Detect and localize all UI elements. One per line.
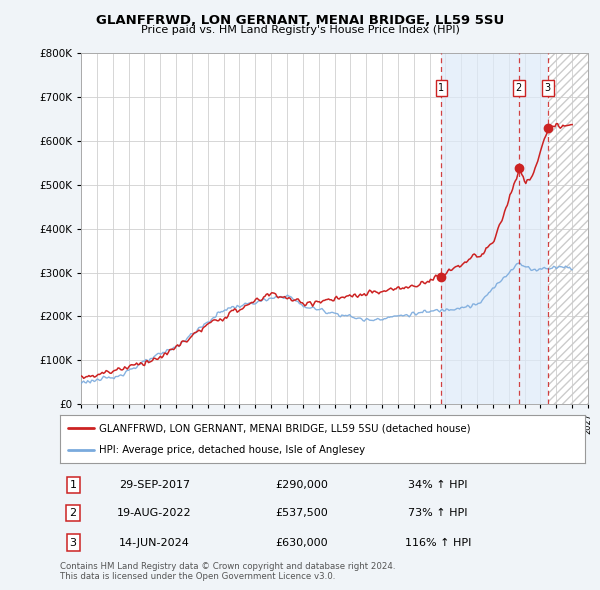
- Text: £537,500: £537,500: [275, 509, 328, 518]
- Text: Price paid vs. HM Land Registry's House Price Index (HPI): Price paid vs. HM Land Registry's House …: [140, 25, 460, 35]
- Text: 73% ↑ HPI: 73% ↑ HPI: [408, 509, 468, 518]
- Text: GLANFFRWD, LON GERNANT, MENAI BRIDGE, LL59 5SU: GLANFFRWD, LON GERNANT, MENAI BRIDGE, LL…: [96, 14, 504, 27]
- Text: 34% ↑ HPI: 34% ↑ HPI: [408, 480, 468, 490]
- Text: 2: 2: [70, 509, 77, 518]
- Text: 3: 3: [70, 537, 77, 548]
- Text: 29-SEP-2017: 29-SEP-2017: [119, 480, 190, 490]
- Text: 19-AUG-2022: 19-AUG-2022: [117, 509, 192, 518]
- Text: 116% ↑ HPI: 116% ↑ HPI: [405, 537, 471, 548]
- Text: Contains HM Land Registry data © Crown copyright and database right 2024.: Contains HM Land Registry data © Crown c…: [60, 562, 395, 571]
- Text: HPI: Average price, detached house, Isle of Anglesey: HPI: Average price, detached house, Isle…: [100, 445, 365, 455]
- Text: 1: 1: [70, 480, 77, 490]
- Text: 1: 1: [439, 83, 445, 93]
- Text: £630,000: £630,000: [275, 537, 328, 548]
- Text: This data is licensed under the Open Government Licence v3.0.: This data is licensed under the Open Gov…: [60, 572, 335, 581]
- Text: GLANFFRWD, LON GERNANT, MENAI BRIDGE, LL59 5SU (detached house): GLANFFRWD, LON GERNANT, MENAI BRIDGE, LL…: [100, 423, 471, 433]
- Text: 14-JUN-2024: 14-JUN-2024: [119, 537, 190, 548]
- Bar: [548, 53, 588, 404]
- Bar: [548, 53, 588, 404]
- Text: 2: 2: [515, 83, 522, 93]
- Bar: [442, 53, 548, 404]
- Text: £290,000: £290,000: [275, 480, 328, 490]
- Text: 3: 3: [545, 83, 551, 93]
